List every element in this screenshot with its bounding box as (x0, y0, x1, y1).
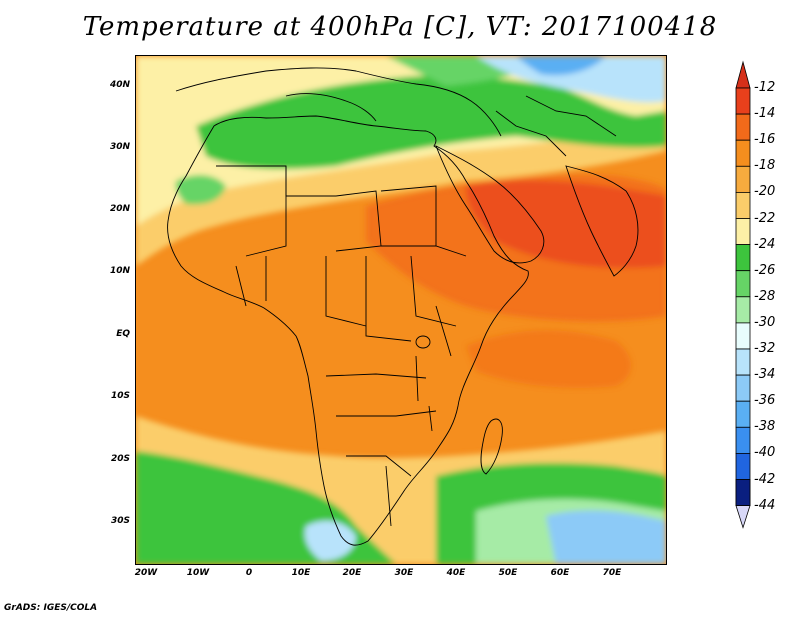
lat-label-20s: 20S (110, 454, 130, 464)
colorbar-label: -26 (754, 262, 776, 278)
lat-label-10n: 10N (109, 266, 130, 276)
colorbar-swatch (735, 139, 751, 167)
lat-label-20n: 20N (109, 204, 130, 214)
colorbar-swatch (735, 87, 751, 115)
field-warm-12 (466, 180, 666, 268)
coastlines (167, 67, 639, 546)
field-west-sahara (175, 174, 226, 205)
lon-label-60e: 60E (550, 568, 570, 578)
colorbar-swatch (735, 400, 751, 428)
colorbar-top-arrow (735, 60, 751, 89)
lat-label-40n: 40N (109, 80, 130, 90)
colorbar-label: -32 (754, 341, 776, 356)
colorbar-swatch (735, 348, 751, 376)
colorbar-swatch (735, 479, 751, 507)
field-south-30 (304, 520, 356, 561)
colorbar-label: -14 (754, 106, 776, 122)
colorbar-swatch (735, 296, 751, 324)
colorbar-swatch (735, 322, 751, 350)
field-band-24-north (196, 75, 666, 169)
field-cold-north-core (516, 56, 606, 76)
colorbar-label: -34 (754, 367, 776, 383)
colorbar-label: -38 (754, 419, 776, 435)
india-coastline (565, 165, 639, 277)
colorbar-label: -30 (754, 314, 776, 330)
colorbar-swatch (735, 374, 751, 402)
europe-coastline (175, 67, 502, 137)
lat-label-eq: EQ (116, 329, 130, 339)
colorbar-swatch (735, 244, 751, 272)
colorbar-label: -16 (754, 132, 776, 148)
lon-label-50e: 50E (498, 568, 518, 578)
colorbar-label: -36 (754, 393, 776, 409)
colorbar-swatch (735, 452, 751, 480)
colorbar-label: -40 (754, 445, 776, 461)
colorbar-swatch (735, 113, 751, 141)
map-canvas (136, 56, 666, 564)
colorbar-swatch (735, 426, 751, 454)
colorbar-swatch (735, 191, 751, 219)
lon-label-10e: 10E (291, 568, 311, 578)
colorbar (735, 60, 751, 529)
colorbar-swatch (735, 270, 751, 298)
colorbar-label: -18 (754, 158, 776, 174)
lon-label-10w: 10W (186, 568, 210, 578)
lake-tanganyika (415, 355, 419, 402)
colorbar-label: -12 (754, 80, 776, 95)
colorbar-label: -24 (754, 236, 776, 252)
colorbar-bottom-arrow (735, 505, 751, 529)
lakes (415, 335, 433, 432)
grads-credit: GrADS: IGES/COLA (4, 603, 98, 613)
lon-label-20w: 20W (134, 568, 158, 578)
lon-label-20e: 20E (342, 568, 362, 578)
africa-coastline (167, 115, 529, 546)
colorbar-label: -22 (754, 210, 776, 226)
arabia-coastline (435, 145, 545, 264)
lake-victoria (415, 335, 431, 349)
colorbar-label: -44 (754, 497, 776, 513)
colorbar-label: -20 (754, 184, 776, 200)
lat-label-10s: 10S (110, 391, 130, 401)
temperature-map (135, 55, 667, 565)
lon-label-0: 0 (245, 568, 253, 578)
lon-label-30e: 30E (394, 568, 414, 578)
madagascar-coastline (480, 418, 503, 475)
lon-label-70e: 70E (602, 568, 622, 578)
chart-title: Temperature at 400hPa [C], VT: 201710041… (82, 12, 718, 42)
colorbar-swatch (735, 218, 751, 246)
lake-malawi (428, 405, 433, 432)
lat-label-30s: 30S (110, 516, 130, 526)
colorbar-label: -28 (754, 288, 776, 304)
lat-label-30n: 30N (109, 142, 130, 152)
lon-label-40e: 40E (446, 568, 466, 578)
field-cold-north (476, 56, 666, 103)
colorbar-label: -42 (754, 471, 776, 487)
field-warm-eq (466, 330, 631, 388)
italy-coastline (285, 93, 377, 122)
field-south-34 (546, 510, 666, 564)
colorbar-swatch (735, 165, 751, 193)
